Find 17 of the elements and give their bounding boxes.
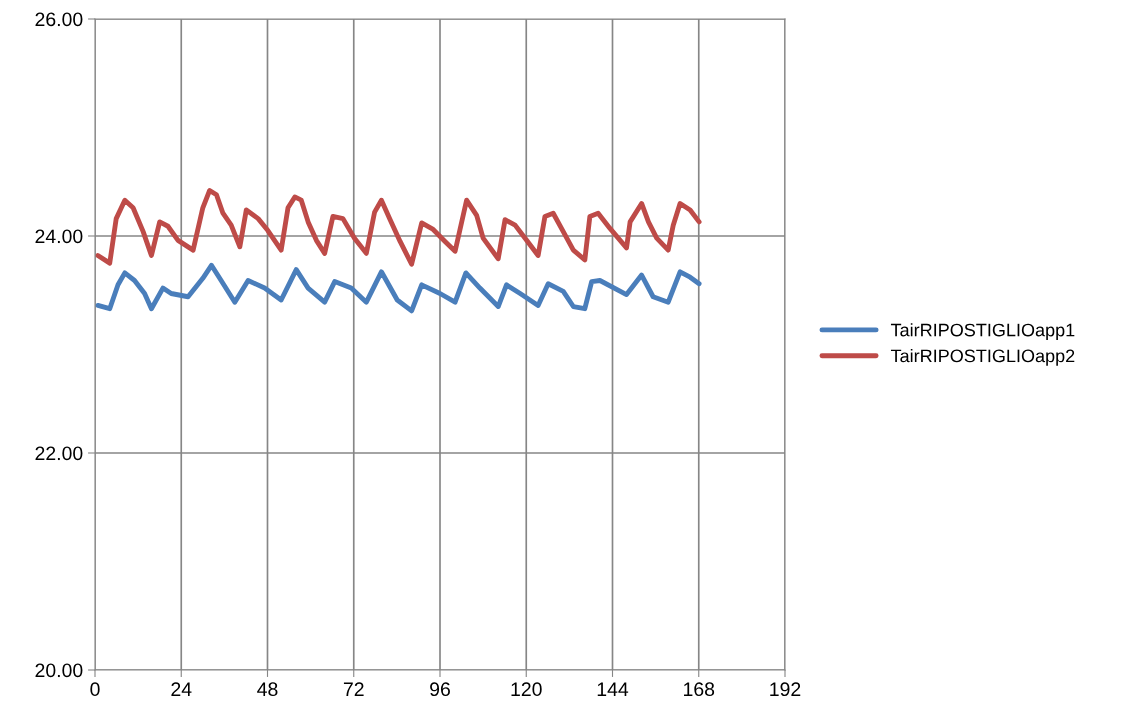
x-tick-label: 72	[343, 682, 364, 696]
x-tick-label: 0	[90, 682, 100, 697]
x-tick-label: 120	[511, 682, 542, 697]
x-tick-label: 48	[257, 682, 278, 697]
x-tick-label: 168	[684, 682, 715, 697]
legend-label: TairRIPOSTIGLIOapp1	[890, 323, 1075, 340]
x-tick-label: 144	[597, 682, 629, 696]
y-tick-label: 20.00	[35, 663, 83, 678]
line-series	[95, 262, 702, 314]
line-series	[95, 188, 702, 267]
x-tick-label: 24	[171, 682, 192, 696]
y-tick-label: 22.00	[35, 446, 83, 461]
legend-label: TairRIPOSTIGLIOapp2	[890, 349, 1075, 366]
x-tick-label: 192	[770, 682, 801, 697]
y-tick-label: 24.00	[35, 229, 83, 244]
y-tick-label: 26.00	[35, 12, 83, 27]
x-tick-label: 96	[430, 682, 450, 697]
